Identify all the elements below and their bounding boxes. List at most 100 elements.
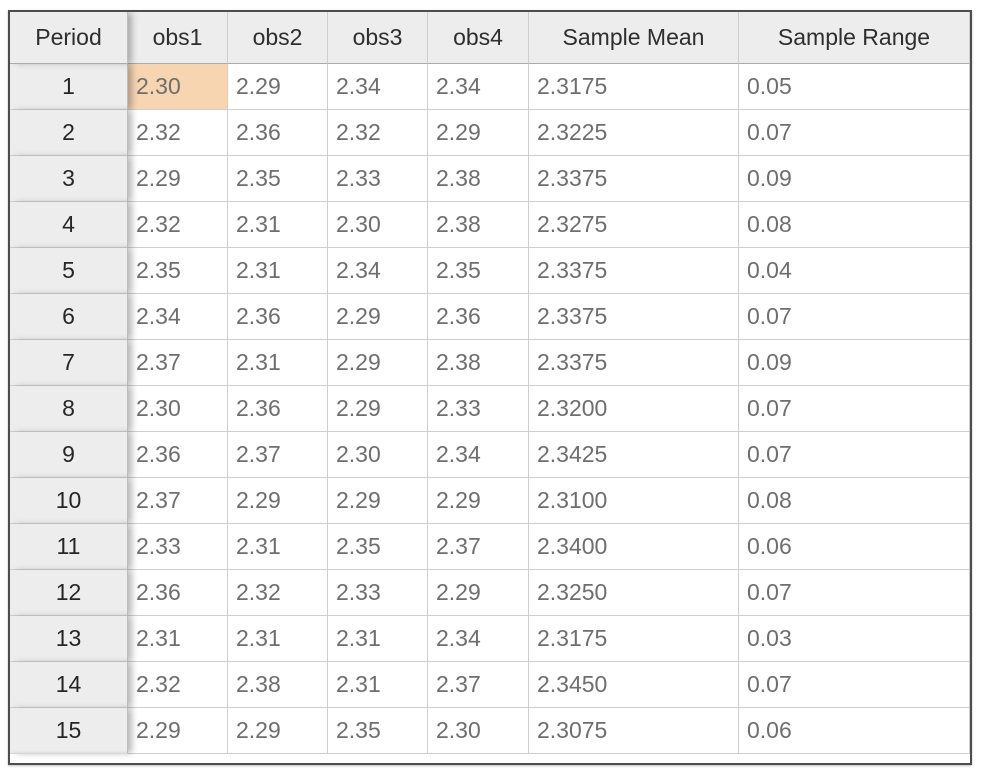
cell-obs4-period7[interactable]: 2.38: [428, 340, 529, 386]
cell-obs1-period5[interactable]: 2.35: [128, 248, 228, 294]
table-row-4: 4 2.32 2.31 2.30 2.38 2.3275 0.08: [10, 202, 970, 248]
row-header-period-15: 15: [10, 708, 128, 754]
cell-sample_range-period3[interactable]: 0.09: [739, 156, 970, 202]
cell-sample_range-period1[interactable]: 0.05: [739, 64, 970, 110]
cell-obs4-period1[interactable]: 2.34: [428, 64, 529, 110]
cell-sample_range-period9[interactable]: 0.07: [739, 432, 970, 478]
cell-obs1-period8[interactable]: 2.30: [128, 386, 228, 432]
row-header-period-12: 12: [10, 570, 128, 616]
cell-obs1-period4[interactable]: 2.32: [128, 202, 228, 248]
cell-sample_mean-period8[interactable]: 2.3200: [529, 386, 739, 432]
cell-sample_mean-period1[interactable]: 2.3175: [529, 64, 739, 110]
cell-obs4-period10[interactable]: 2.29: [428, 478, 529, 524]
cell-obs2-period3[interactable]: 2.35: [228, 156, 328, 202]
cell-obs3-period5[interactable]: 2.34: [328, 248, 428, 294]
cell-obs4-period6[interactable]: 2.36: [428, 294, 529, 340]
cell-sample_range-period5[interactable]: 0.04: [739, 248, 970, 294]
cell-sample_range-period15[interactable]: 0.06: [739, 708, 970, 754]
cell-sample_range-period2[interactable]: 0.07: [739, 110, 970, 156]
cell-obs4-period5[interactable]: 2.35: [428, 248, 529, 294]
cell-obs2-period15[interactable]: 2.29: [228, 708, 328, 754]
cell-sample_range-period13[interactable]: 0.03: [739, 616, 970, 662]
cell-obs1-period9[interactable]: 2.36: [128, 432, 228, 478]
cell-obs3-period6[interactable]: 2.29: [328, 294, 428, 340]
cell-obs2-period9[interactable]: 2.37: [228, 432, 328, 478]
cell-obs1-period15[interactable]: 2.29: [128, 708, 228, 754]
cell-obs3-period3[interactable]: 2.33: [328, 156, 428, 202]
cell-obs1-period13[interactable]: 2.31: [128, 616, 228, 662]
cell-obs3-period11[interactable]: 2.35: [328, 524, 428, 570]
cell-sample_range-period10[interactable]: 0.08: [739, 478, 970, 524]
cell-obs2-period5[interactable]: 2.31: [228, 248, 328, 294]
cell-sample_mean-period5[interactable]: 2.3375: [529, 248, 739, 294]
cell-obs4-period11[interactable]: 2.37: [428, 524, 529, 570]
cell-obs4-period4[interactable]: 2.38: [428, 202, 529, 248]
cell-obs2-period2[interactable]: 2.36: [228, 110, 328, 156]
cell-obs2-period14[interactable]: 2.38: [228, 662, 328, 708]
observations-table-container[interactable]: Period obs1 obs2 obs3 obs4 Sample Mean Sample …: [8, 10, 972, 765]
cell-obs1-period10[interactable]: 2.37: [128, 478, 228, 524]
cell-obs3-period14[interactable]: 2.31: [328, 662, 428, 708]
cell-obs1-period7[interactable]: 2.37: [128, 340, 228, 386]
cell-obs1-period3[interactable]: 2.29: [128, 156, 228, 202]
cell-obs4-period13[interactable]: 2.34: [428, 616, 529, 662]
cell-sample_mean-period3[interactable]: 2.3375: [529, 156, 739, 202]
cell-sample_range-period8[interactable]: 0.07: [739, 386, 970, 432]
cell-obs3-period1[interactable]: 2.34: [328, 64, 428, 110]
table-row-11: 11 2.33 2.31 2.35 2.37 2.3400 0.06: [10, 524, 970, 570]
selected-cell-obs1-period1[interactable]: 2.30: [128, 64, 228, 110]
cell-obs1-period11[interactable]: 2.33: [128, 524, 228, 570]
cell-obs4-period3[interactable]: 2.38: [428, 156, 529, 202]
cell-sample_range-period11[interactable]: 0.06: [739, 524, 970, 570]
cell-obs4-period9[interactable]: 2.34: [428, 432, 529, 478]
cell-sample_mean-period4[interactable]: 2.3275: [529, 202, 739, 248]
cell-sample_range-period7[interactable]: 0.09: [739, 340, 970, 386]
cell-sample_mean-period2[interactable]: 2.3225: [529, 110, 739, 156]
cell-obs2-period8[interactable]: 2.36: [228, 386, 328, 432]
cell-obs2-period11[interactable]: 2.31: [228, 524, 328, 570]
cell-obs2-period6[interactable]: 2.36: [228, 294, 328, 340]
cell-sample_mean-period7[interactable]: 2.3375: [529, 340, 739, 386]
row-header-period-7: 7: [10, 340, 128, 386]
cell-obs2-period4[interactable]: 2.31: [228, 202, 328, 248]
cell-sample_mean-period6[interactable]: 2.3375: [529, 294, 739, 340]
cell-obs4-period15[interactable]: 2.30: [428, 708, 529, 754]
column-header-obs2: obs2: [228, 12, 328, 64]
cell-obs2-period12[interactable]: 2.32: [228, 570, 328, 616]
cell-obs4-period14[interactable]: 2.37: [428, 662, 529, 708]
cell-sample_mean-period15[interactable]: 2.3075: [529, 708, 739, 754]
cell-sample_mean-period10[interactable]: 2.3100: [529, 478, 739, 524]
cell-obs2-period7[interactable]: 2.31: [228, 340, 328, 386]
cell-obs2-period1[interactable]: 2.29: [228, 64, 328, 110]
cell-sample_mean-period11[interactable]: 2.3400: [529, 524, 739, 570]
column-header-obs4: obs4: [428, 12, 529, 64]
cell-obs3-period13[interactable]: 2.31: [328, 616, 428, 662]
cell-sample_mean-period9[interactable]: 2.3425: [529, 432, 739, 478]
cell-sample_range-period4[interactable]: 0.08: [739, 202, 970, 248]
column-header-sample_range: Sample Range: [739, 12, 970, 64]
cell-obs3-period4[interactable]: 2.30: [328, 202, 428, 248]
cell-obs4-period12[interactable]: 2.29: [428, 570, 529, 616]
cell-sample_mean-period12[interactable]: 2.3250: [529, 570, 739, 616]
cell-sample_range-period14[interactable]: 0.07: [739, 662, 970, 708]
cell-obs2-period10[interactable]: 2.29: [228, 478, 328, 524]
cell-obs1-period6[interactable]: 2.34: [128, 294, 228, 340]
cell-obs1-period14[interactable]: 2.32: [128, 662, 228, 708]
cell-sample_mean-period14[interactable]: 2.3450: [529, 662, 739, 708]
cell-sample_mean-period13[interactable]: 2.3175: [529, 616, 739, 662]
cell-sample_range-period6[interactable]: 0.07: [739, 294, 970, 340]
cell-obs3-period8[interactable]: 2.29: [328, 386, 428, 432]
cell-obs3-period2[interactable]: 2.32: [328, 110, 428, 156]
cell-obs3-period7[interactable]: 2.29: [328, 340, 428, 386]
cell-obs2-period13[interactable]: 2.31: [228, 616, 328, 662]
cell-obs3-period9[interactable]: 2.30: [328, 432, 428, 478]
cell-obs4-period8[interactable]: 2.33: [428, 386, 529, 432]
cell-obs1-period12[interactable]: 2.36: [128, 570, 228, 616]
cell-obs3-period12[interactable]: 2.33: [328, 570, 428, 616]
cell-obs3-period15[interactable]: 2.35: [328, 708, 428, 754]
table-row-2: 2 2.32 2.36 2.32 2.29 2.3225 0.07: [10, 110, 970, 156]
cell-sample_range-period12[interactable]: 0.07: [739, 570, 970, 616]
cell-obs4-period2[interactable]: 2.29: [428, 110, 529, 156]
cell-obs1-period2[interactable]: 2.32: [128, 110, 228, 156]
cell-obs3-period10[interactable]: 2.29: [328, 478, 428, 524]
